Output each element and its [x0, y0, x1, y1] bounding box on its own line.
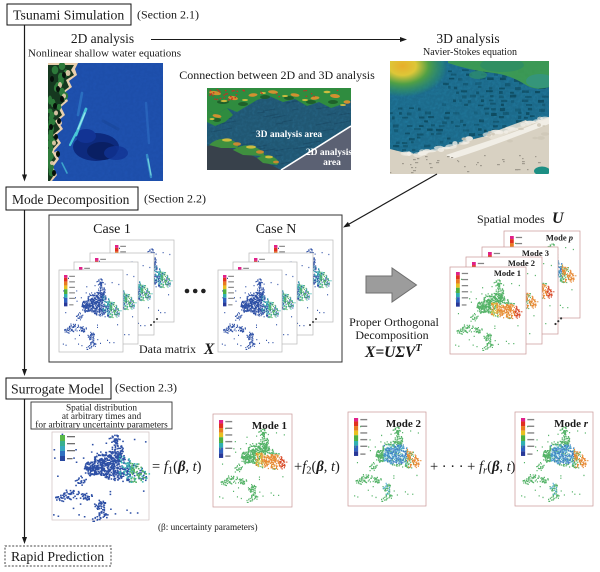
svg-text:Mode 2: Mode 2	[508, 258, 535, 268]
svg-text:Nonlinear shallow water equati: Nonlinear shallow water equations	[28, 48, 181, 60]
svg-text:+ · · · + fr(β, t): + · · · + fr(β, t)	[430, 459, 516, 477]
svg-text:(Section 2.2): (Section 2.2)	[144, 192, 206, 206]
svg-text:Connection between 2D and 3D a: Connection between 2D and 3D analysis	[179, 68, 375, 82]
svg-text:X: X	[203, 341, 215, 358]
svg-text:3D analysis area: 3D analysis area	[256, 130, 323, 140]
svg-text:Mode 2: Mode 2	[386, 418, 422, 430]
svg-text:Mode p: Mode p	[546, 233, 573, 243]
svg-text:Tsunami Simulation: Tsunami Simulation	[13, 8, 124, 23]
svg-text:Rapid Prediction: Rapid Prediction	[11, 549, 104, 564]
svg-text:Mode 1: Mode 1	[252, 420, 287, 432]
svg-text:Decomposition: Decomposition	[355, 328, 428, 342]
svg-text:Mode r: Mode r	[554, 418, 589, 430]
svg-text:Spatial modes: Spatial modes	[477, 212, 545, 226]
svg-text:(Section 2.1): (Section 2.1)	[137, 8, 199, 22]
svg-text:Surrogate Model: Surrogate Model	[11, 382, 104, 397]
svg-text:area: area	[323, 158, 341, 168]
svg-text:Mode Decomposition: Mode Decomposition	[12, 192, 130, 207]
svg-text:Case N: Case N	[256, 222, 297, 237]
svg-text:Navier-Stokes equation: Navier-Stokes equation	[423, 47, 517, 58]
svg-text:for arbitrary uncertainty para: for arbitrary uncertainty parameters	[35, 420, 168, 431]
svg-text:Mode 1: Mode 1	[494, 268, 521, 278]
svg-text:Spatial distribution: Spatial distribution	[66, 404, 137, 414]
svg-text:Proper Orthogonal: Proper Orthogonal	[349, 315, 439, 329]
svg-text:(β: uncertainty parameters): (β: uncertainty parameters)	[158, 522, 258, 532]
svg-text:U: U	[552, 210, 565, 227]
svg-text:Data matrix: Data matrix	[139, 342, 196, 356]
svg-text:Case 1: Case 1	[93, 222, 131, 237]
svg-text:3D analysis: 3D analysis	[436, 31, 499, 46]
svg-text:2D analysis: 2D analysis	[71, 31, 134, 46]
svg-text:at arbitrary times and: at arbitrary times and	[62, 412, 142, 422]
svg-text:Mode 3: Mode 3	[522, 248, 549, 258]
svg-text:2D analysis: 2D analysis	[306, 148, 352, 158]
svg-text:X=UΣVT: X=UΣVT	[364, 343, 422, 361]
svg-text:+f2(β, t): +f2(β, t)	[294, 459, 340, 477]
svg-text:= f1(β, t): = f1(β, t)	[152, 459, 202, 477]
svg-text:(Section 2.3): (Section 2.3)	[115, 381, 177, 395]
